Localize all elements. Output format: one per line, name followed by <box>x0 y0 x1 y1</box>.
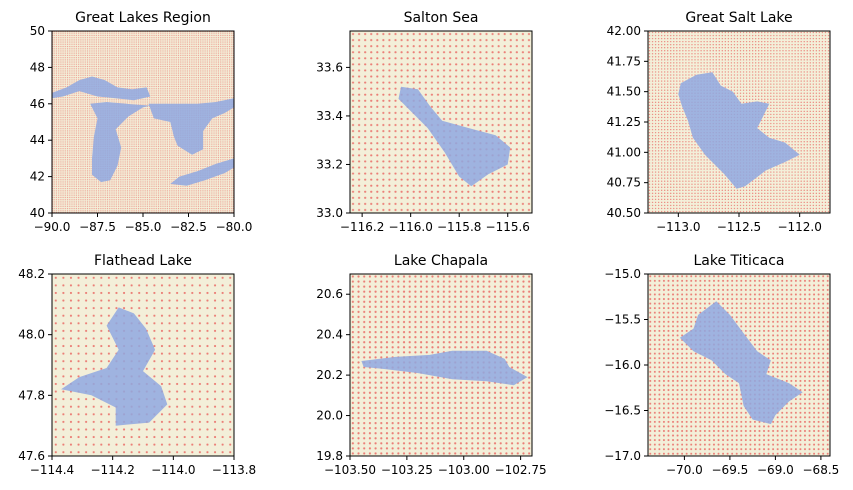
x-tick-label: −113.8 <box>212 463 256 477</box>
y-tick-label: 41.25 <box>607 115 641 129</box>
x-tick-label: −70.0 <box>666 463 703 477</box>
x-tick-label: −69.0 <box>757 463 794 477</box>
lake-polygon <box>678 72 800 189</box>
panel-title: Lake Titicaca <box>694 253 785 269</box>
x-tick-label: −114.4 <box>30 463 74 477</box>
x-tick-label: −90.0 <box>34 220 71 234</box>
x-tick-label: −80.0 <box>216 220 253 234</box>
axes-frame <box>349 273 533 457</box>
y-tick-label: −16.5 <box>604 404 641 418</box>
y-tick-label: 20.0 <box>316 409 343 423</box>
axes-frame <box>349 30 533 214</box>
x-tick-label: −69.5 <box>712 463 749 477</box>
x-tick-label: −116.2 <box>340 220 384 234</box>
x-tick-label: −102.75 <box>495 463 547 477</box>
x-tick-label: −113.0 <box>656 220 700 234</box>
y-tick-label: 41.50 <box>607 85 641 99</box>
y-tick-label: 47.8 <box>18 388 45 402</box>
y-tick-label: 48.2 <box>18 267 45 281</box>
y-tick-label: −15.5 <box>604 313 641 327</box>
y-tick-label: 41.00 <box>607 145 641 159</box>
y-tick-label: 42 <box>30 170 45 184</box>
map-panel: Flathead Lake −114.4 −114.2 −114.0 −113.8 47.… <box>18 253 256 477</box>
y-tick-label: 20.6 <box>316 287 343 301</box>
y-tick-label: −15.0 <box>604 267 641 281</box>
x-tick-label: −103.50 <box>324 463 376 477</box>
lake-polygon <box>148 98 234 155</box>
y-tick-label: 42.00 <box>607 24 641 38</box>
y-tick-label: 44 <box>30 133 45 147</box>
lake-polygon <box>90 102 151 183</box>
y-tick-label: 40 <box>30 206 45 220</box>
panel-title: Lake Chapala <box>394 253 488 269</box>
y-tick-label: 41.75 <box>607 54 641 68</box>
x-tick-label: −103.25 <box>381 463 433 477</box>
x-tick-label: −103.00 <box>438 463 490 477</box>
y-tick-label: 19.8 <box>316 449 343 463</box>
y-tick-label: 33.2 <box>316 157 343 171</box>
panel-title: Great Salt Lake <box>685 10 792 26</box>
x-tick-label: −115.6 <box>486 220 530 234</box>
y-tick-label: 48.0 <box>18 328 45 342</box>
y-tick-label: 50 <box>30 24 45 38</box>
x-tick-label: −114.0 <box>151 463 195 477</box>
y-tick-label: 40.50 <box>607 206 641 220</box>
y-tick-label: 20.2 <box>316 368 343 382</box>
lake-polygon <box>52 76 151 101</box>
y-tick-label: −16.0 <box>604 358 641 372</box>
x-tick-label: −115.8 <box>437 220 481 234</box>
lake-polygon <box>61 307 168 426</box>
axes-frame <box>51 273 235 457</box>
y-tick-label: −17.0 <box>604 449 641 463</box>
lake-polygon <box>361 350 528 386</box>
y-tick-label: 47.6 <box>18 449 45 463</box>
lake-polygon <box>679 301 803 425</box>
y-tick-label: 33.0 <box>316 206 343 220</box>
lake-polygon <box>170 158 234 186</box>
map-panel: Great Lakes Region −90.0 −87.5 −85.0 −82.5 −8… <box>30 10 253 234</box>
map-panel: Salton Sea −116.2 −116.0 −115.8 −115.6 33.0 33… <box>316 10 533 234</box>
y-tick-label: 33.4 <box>316 109 343 123</box>
y-tick-label: 20.4 <box>316 328 343 342</box>
y-tick-label: 46 <box>30 97 45 111</box>
map-panel: Great Salt Lake −113.0 −112.5 −112.0 40.50 40… <box>607 10 831 234</box>
panel-title: Salton Sea <box>404 10 479 26</box>
panel-title: Great Lakes Region <box>75 10 211 26</box>
x-tick-label: −114.2 <box>90 463 134 477</box>
lake-polygon <box>398 86 511 187</box>
map-panel: Lake Chapala −103.50 −103.25 −103.00 −102.75… <box>316 253 546 477</box>
x-tick-label: −116.0 <box>388 220 432 234</box>
x-tick-label: −82.5 <box>170 220 207 234</box>
x-tick-label: −112.5 <box>717 220 761 234</box>
x-tick-label: −112.0 <box>777 220 821 234</box>
x-tick-label: −68.5 <box>803 463 840 477</box>
y-tick-label: 40.75 <box>607 176 641 190</box>
y-tick-label: 48 <box>30 60 45 74</box>
x-tick-label: −87.5 <box>79 220 116 234</box>
map-panel: Lake Titicaca −70.0 −69.5 −69.0 −68.5 −17.0 −1… <box>604 253 839 477</box>
x-tick-label: −85.0 <box>125 220 162 234</box>
y-tick-label: 33.6 <box>316 60 343 74</box>
panel-title: Flathead Lake <box>94 253 192 269</box>
